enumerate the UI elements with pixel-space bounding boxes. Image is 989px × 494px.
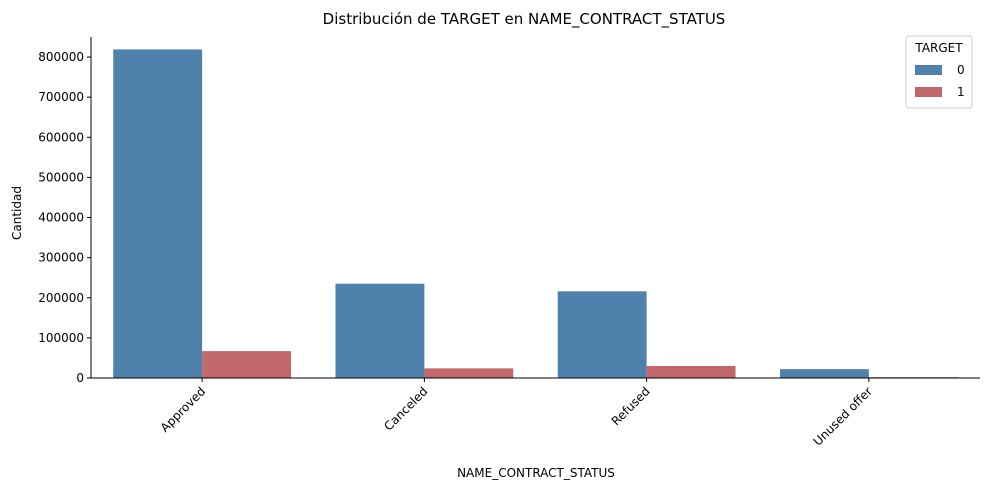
legend-label-0: 0: [957, 63, 965, 77]
x-tick-label: Refused: [609, 384, 653, 428]
y-tick-label: 100000: [38, 331, 84, 345]
legend-swatch-0: [915, 65, 942, 75]
bar-unused-offer-target-0: [779, 369, 869, 378]
bar-approved-target-0: [113, 49, 203, 379]
bar-refused-target-0: [557, 291, 647, 378]
chart-title: Distribución de TARGET en NAME_CONTRACT_…: [323, 10, 726, 29]
y-tick-label: 0: [76, 371, 84, 385]
y-tick-label: 700000: [38, 90, 84, 104]
y-tick-label: 300000: [38, 251, 84, 265]
legend-label-1: 1: [957, 85, 965, 99]
bar-canceled-target-0: [335, 283, 425, 378]
x-tick-label: Approved: [158, 384, 209, 435]
y-tick-label: 500000: [38, 170, 84, 184]
legend-title: TARGET: [914, 41, 963, 55]
bar-canceled-target-1: [424, 368, 514, 378]
bar-refused-target-1: [646, 365, 736, 378]
y-axis-label: Cantidad: [10, 186, 24, 240]
y-tick-label: 400000: [38, 211, 84, 225]
legend-swatch-1: [915, 87, 942, 97]
x-tick-label: Canceled: [381, 384, 430, 433]
x-tick-label: Unused offer: [811, 384, 875, 448]
y-tick-label: 600000: [38, 130, 84, 144]
bars-group: [113, 49, 958, 379]
legend: TARGET 0 1: [905, 35, 973, 109]
x-axis-label: NAME_CONTRACT_STATUS: [457, 466, 615, 480]
bar-approved-target-1: [202, 351, 292, 378]
y-tick-label: 800000: [38, 50, 84, 64]
y-tick-label: 200000: [38, 291, 84, 305]
